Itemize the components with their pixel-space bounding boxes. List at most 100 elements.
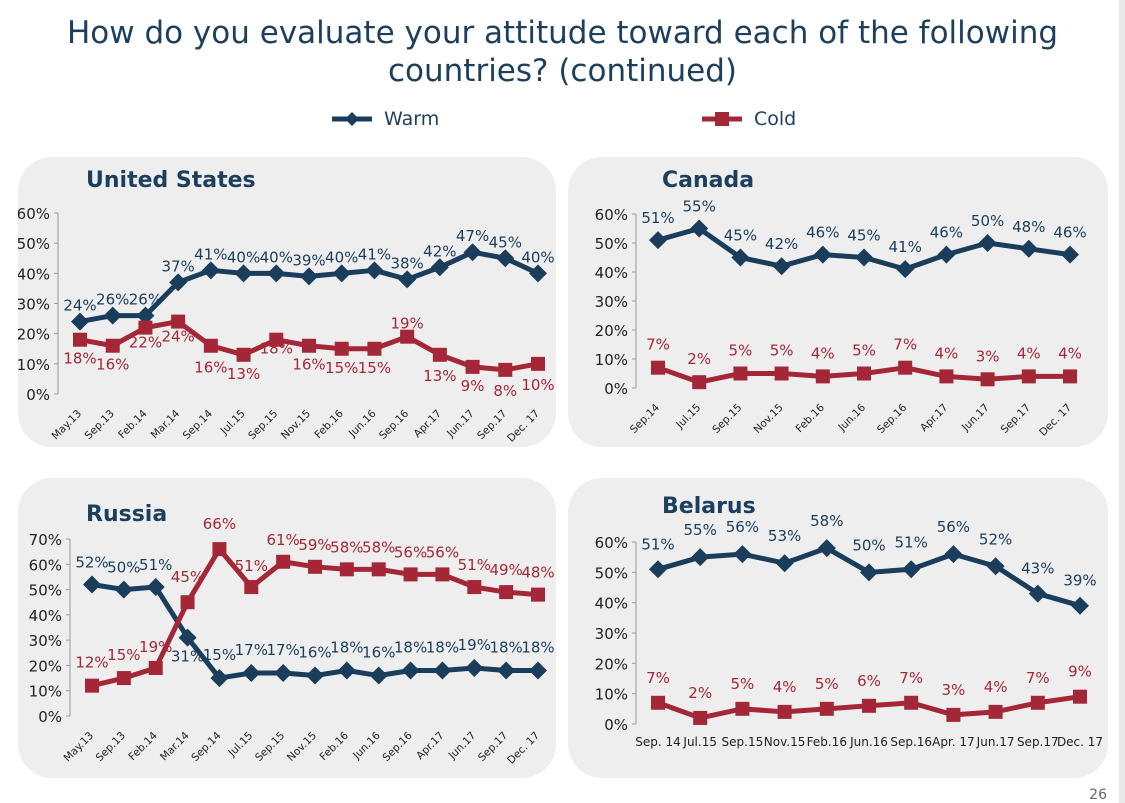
y-tick-label: 20% [18, 326, 50, 344]
warm-data-label: 51% [641, 209, 674, 227]
warm-point [369, 666, 388, 685]
warm-point [691, 548, 710, 567]
legend-cold-marker-icon [702, 112, 742, 126]
x-tick-label: Apr.17 [412, 408, 444, 440]
x-tick-label: Sep.17 [475, 408, 509, 442]
warm-data-label: 50% [852, 536, 885, 554]
cold-data-label: 48% [521, 564, 554, 582]
warm-data-label: 50% [971, 212, 1004, 230]
warm-point [690, 219, 709, 238]
warm-point [267, 264, 286, 283]
x-tick-label: Sep.16 [377, 407, 412, 442]
y-tick-label: 60% [29, 556, 62, 574]
warm-point [430, 258, 449, 277]
warm-point [332, 264, 351, 283]
x-tick-label: Feb.14 [116, 407, 150, 441]
warm-data-label: 41% [889, 238, 922, 256]
cold-data-label: 59% [298, 536, 331, 554]
x-tick-label: Jul.15 [682, 735, 717, 749]
x-tick-label: Sep.15 [722, 735, 764, 749]
warm-data-label: 51% [895, 533, 928, 551]
cold-data-label: 66% [203, 515, 236, 533]
x-tick-label: Jul.15 [218, 408, 248, 438]
warm-point [178, 628, 197, 647]
warm-point [978, 234, 997, 252]
cold-point [777, 704, 792, 719]
warm-data-label: 18% [330, 638, 363, 656]
cold-point [946, 707, 961, 722]
warm-data-label: 46% [806, 224, 839, 242]
cold-point [244, 580, 259, 595]
cold-data-label: 61% [266, 531, 299, 549]
warm-data-label: 58% [810, 512, 843, 530]
warm-data-label: 50% [107, 559, 140, 577]
cold-point [939, 369, 954, 384]
warm-point [465, 658, 484, 677]
cold-data-label: 51% [458, 556, 491, 574]
cold-point [171, 314, 186, 329]
x-tick-label: Nov.15 [752, 402, 786, 436]
cold-point [857, 366, 871, 381]
cold-point [116, 671, 131, 686]
cold-data-label: 6% [857, 672, 881, 690]
x-tick-label: Jun.16 [346, 407, 379, 440]
x-tick-label: Sep.16 [875, 401, 910, 436]
x-tick-label: Sep.15 [246, 408, 280, 442]
x-tick-label: Feb.16 [312, 407, 346, 441]
y-tick-label: 40% [18, 265, 50, 283]
cold-point [693, 710, 708, 725]
cold-data-label: 4% [984, 678, 1008, 696]
cold-data-label: 5% [729, 342, 753, 360]
y-tick-label: 0% [38, 708, 62, 726]
warm-data-label: 18% [521, 638, 554, 656]
cold-point [465, 359, 480, 374]
y-tick-label: 0% [604, 380, 628, 398]
warm-point [136, 306, 155, 325]
x-tick-label: Sep.16 [890, 735, 932, 749]
x-tick-label: Feb.14 [126, 729, 160, 763]
warm-point [1061, 245, 1079, 264]
y-tick-label: 30% [18, 296, 50, 314]
warm-data-label: 18% [426, 638, 459, 656]
warm-data-label: 42% [765, 235, 798, 253]
cold-point [735, 701, 750, 716]
warm-data-label: 42% [423, 242, 456, 260]
x-tick-label: Mar.14 [149, 407, 183, 441]
warm-data-label: 56% [937, 518, 970, 536]
cold-point [733, 366, 748, 381]
cold-data-label: 4% [811, 344, 835, 362]
y-tick-label: 20% [595, 322, 628, 340]
cold-data-label: 7% [899, 669, 923, 687]
cold-point [467, 580, 482, 595]
y-tick-label: 10% [595, 686, 628, 704]
cold-data-label: 7% [1026, 669, 1050, 687]
cold-point [904, 695, 919, 710]
warm-data-label: 52% [75, 554, 108, 572]
y-tick-label: 10% [29, 683, 62, 701]
warm-point [210, 669, 229, 688]
y-tick-label: 40% [29, 607, 62, 625]
cold-data-label: 16% [96, 356, 129, 374]
warm-data-label: 18% [394, 638, 427, 656]
legend-warm: Warm [330, 106, 439, 132]
warm-point [401, 661, 420, 680]
y-tick-label: 30% [29, 632, 62, 650]
cold-point [774, 366, 789, 381]
y-tick-label: 40% [595, 595, 628, 613]
slide-title-line-2: countries? (continued) [387, 53, 737, 89]
warm-point [529, 661, 547, 680]
warm-point [114, 580, 133, 599]
cold-point [339, 562, 354, 577]
y-tick-label: 20% [29, 657, 62, 675]
cold-data-label: 9% [461, 377, 485, 395]
cold-data-label: 5% [731, 675, 755, 693]
warm-point [860, 563, 878, 582]
warm-point [986, 557, 1005, 576]
y-tick-label: 30% [595, 625, 628, 643]
x-tick-label: Jun.16 [350, 729, 383, 762]
cold-point [400, 329, 415, 344]
warm-data-label: 51% [641, 535, 674, 553]
x-tick-label: Jun.17 [959, 402, 992, 435]
cold-data-label: 16% [292, 356, 325, 374]
warm-data-label: 38% [390, 254, 423, 272]
